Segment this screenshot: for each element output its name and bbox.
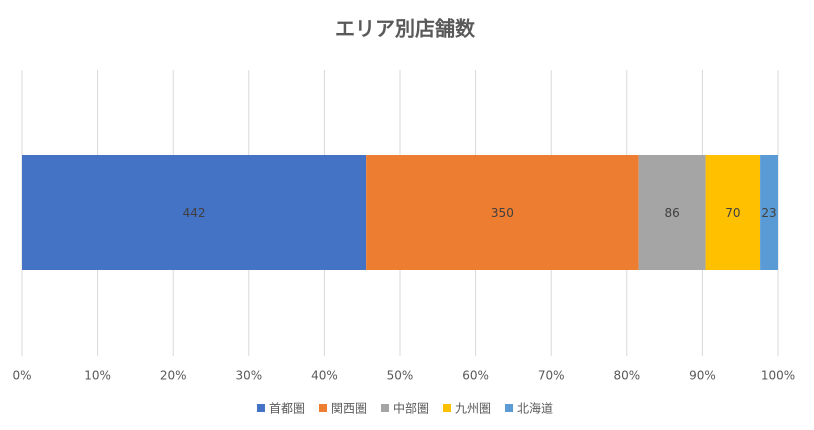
x-tick-label: 50% bbox=[387, 369, 414, 383]
bar-segment bbox=[705, 155, 761, 270]
legend-marker bbox=[380, 404, 389, 412]
legend-marker bbox=[443, 404, 452, 412]
x-tick-label: 0% bbox=[12, 369, 31, 383]
x-tick-label: 80% bbox=[613, 369, 640, 383]
data-label: 350 bbox=[491, 206, 514, 220]
legend-label: 北海道 bbox=[517, 401, 553, 416]
data-label: 23 bbox=[761, 206, 776, 220]
x-tick-label: 100% bbox=[761, 369, 795, 383]
x-tick-label: 60% bbox=[462, 369, 489, 383]
bar-segment bbox=[366, 155, 639, 270]
bar-segment bbox=[638, 155, 706, 270]
bar-segment bbox=[22, 155, 367, 270]
legend-label: 九州圏 bbox=[455, 402, 491, 416]
legend-marker bbox=[505, 404, 514, 412]
x-tick-label: 30% bbox=[235, 369, 262, 383]
chart-title: エリア別店舗数 bbox=[335, 17, 476, 41]
data-label: 70 bbox=[725, 206, 740, 220]
legend-marker bbox=[256, 404, 265, 412]
x-tick-label: 10% bbox=[84, 369, 111, 383]
legend-marker bbox=[318, 404, 327, 412]
legend-label: 首都圏 bbox=[269, 402, 305, 416]
x-tick-label: 20% bbox=[160, 369, 187, 383]
data-label: 86 bbox=[664, 206, 679, 220]
legend-label: 関西圏 bbox=[331, 402, 367, 416]
x-tick-label: 40% bbox=[311, 369, 338, 383]
x-tick-label: 70% bbox=[538, 369, 565, 383]
data-label: 442 bbox=[183, 206, 206, 220]
x-tick-label: 90% bbox=[689, 369, 716, 383]
bar-segment bbox=[760, 155, 778, 270]
legend-label: 中部圏 bbox=[393, 401, 429, 416]
